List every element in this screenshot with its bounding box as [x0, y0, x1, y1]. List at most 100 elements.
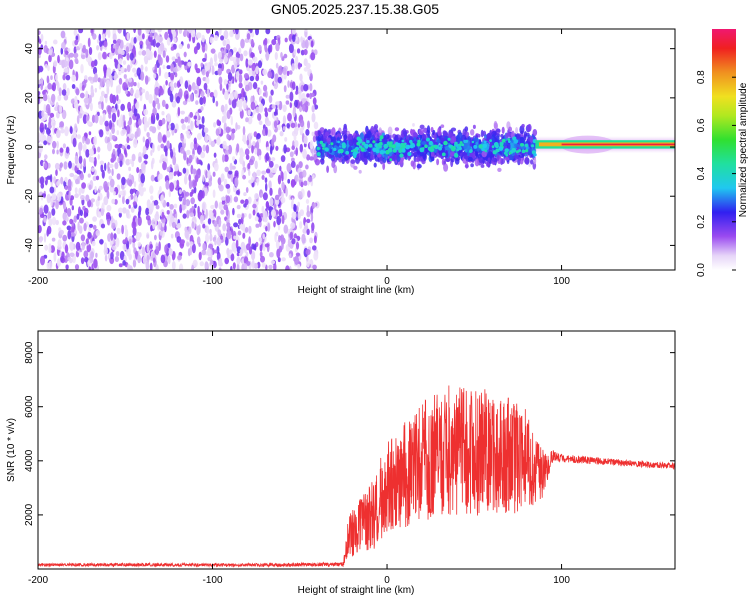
noise-blob	[246, 243, 251, 251]
noise-blob	[195, 68, 201, 74]
signal-blob	[515, 127, 519, 134]
noise-blob	[49, 112, 55, 118]
noise-blob	[111, 168, 114, 176]
noise-blob	[207, 170, 211, 179]
noise-blob	[242, 99, 247, 110]
noise-blob	[83, 97, 89, 104]
noise-blob	[120, 49, 125, 56]
noise-blob	[116, 130, 120, 136]
noise-blob	[137, 118, 142, 126]
noise-blob	[229, 194, 233, 204]
noise-blob	[108, 175, 113, 180]
noise-blob	[146, 132, 150, 138]
noise-blob	[101, 90, 105, 97]
noise-blob	[310, 212, 314, 223]
signal-blob	[464, 126, 469, 132]
noise-blob	[92, 216, 97, 222]
signal-blob	[370, 150, 374, 159]
noise-blob	[218, 183, 223, 190]
signal-peak	[533, 153, 537, 157]
noise-blob	[220, 235, 224, 240]
noise-blob	[305, 129, 310, 136]
noise-blob	[248, 137, 252, 147]
noise-blob	[229, 249, 233, 255]
noise-blob	[100, 163, 104, 173]
noise-blob	[117, 84, 121, 94]
noise-blob	[218, 29, 222, 36]
noise-blob	[306, 93, 310, 98]
noise-blob	[111, 107, 117, 113]
noise-blob	[107, 29, 111, 39]
noise-blob	[63, 59, 68, 68]
noise-blob	[87, 37, 91, 48]
noise-blob	[205, 208, 208, 219]
noise-blob	[203, 82, 208, 91]
noise-blob	[309, 73, 313, 82]
noise-blob	[59, 229, 64, 235]
noise-blob	[275, 145, 279, 151]
noise-blob	[165, 103, 169, 110]
noise-blob	[301, 103, 306, 112]
noise-blob	[164, 244, 168, 254]
noise-blob	[85, 138, 91, 145]
signal-peak	[322, 147, 325, 150]
noise-blob	[198, 123, 202, 130]
noise-blob	[50, 120, 56, 127]
noise-blob	[312, 174, 315, 180]
signal-peak	[360, 147, 365, 152]
noise-blob	[277, 174, 282, 185]
noise-blob	[157, 176, 160, 182]
noise-blob	[201, 68, 206, 76]
x-tick-label: -100	[203, 575, 223, 586]
signal-peak	[456, 148, 460, 152]
signal-blob	[360, 132, 364, 141]
noise-blob	[148, 94, 153, 104]
noise-blob	[235, 122, 238, 131]
noise-blob	[200, 90, 205, 98]
noise-blob	[117, 63, 121, 72]
noise-blob	[258, 155, 262, 161]
noise-blob	[97, 154, 100, 160]
noise-blob	[154, 86, 160, 96]
noise-blob	[100, 223, 106, 229]
noise-blob	[227, 144, 233, 155]
noise-blob	[83, 158, 86, 168]
signal-blob	[505, 132, 509, 139]
noise-blob	[264, 111, 269, 118]
noise-blob	[170, 46, 175, 51]
noise-blob	[169, 182, 175, 192]
signal-blob	[343, 134, 348, 140]
noise-blob	[268, 95, 273, 104]
noise-blob	[55, 199, 59, 210]
signal-peak	[337, 140, 340, 144]
signal-blob	[485, 161, 490, 167]
noise-blob	[114, 144, 120, 149]
noise-blob	[282, 126, 286, 131]
noise-blob	[74, 123, 78, 132]
spectrogram-marks	[38, 29, 675, 270]
noise-blob	[298, 92, 302, 100]
noise-blob	[291, 238, 296, 245]
noise-blob	[78, 141, 83, 152]
noise-blob	[309, 140, 314, 150]
noise-blob	[243, 263, 248, 270]
noise-blob	[312, 264, 317, 270]
noise-blob	[247, 59, 253, 66]
noise-blob	[271, 137, 275, 147]
noise-blob	[164, 72, 169, 79]
noise-blob	[140, 162, 146, 171]
signal-blob	[386, 158, 391, 163]
noise-blob	[145, 29, 151, 35]
noise-blob	[217, 229, 222, 237]
noise-blob	[310, 40, 314, 48]
noise-blob	[140, 71, 145, 81]
noise-blob	[78, 155, 83, 164]
noise-blob	[185, 191, 190, 197]
noise-blob	[219, 258, 223, 266]
noise-blob	[303, 225, 309, 230]
signal-blob	[464, 155, 469, 160]
noise-blob	[132, 67, 137, 73]
noise-blob	[168, 124, 171, 130]
signal-blob	[472, 124, 476, 129]
noise-blob	[205, 29, 211, 34]
